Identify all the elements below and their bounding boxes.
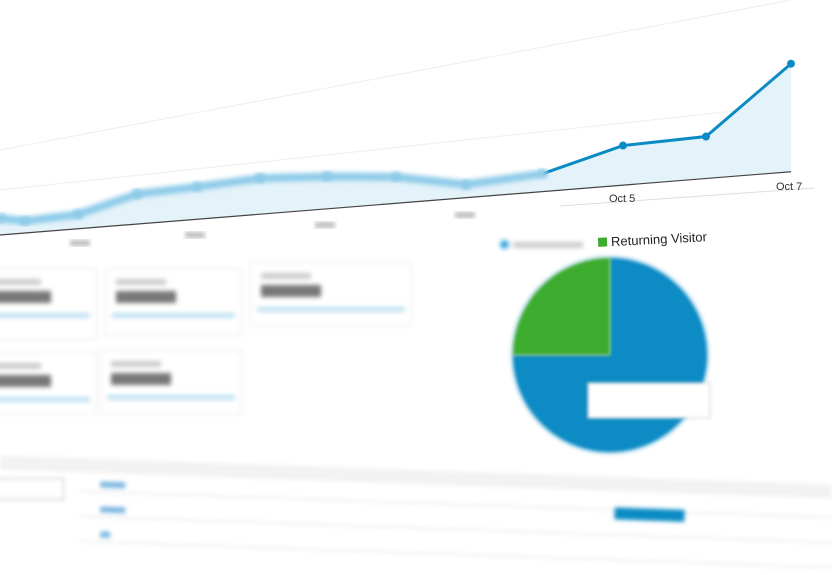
data-point (20, 216, 30, 226)
metric-card (105, 268, 242, 335)
chart-line (542, 62, 792, 175)
data-point (255, 173, 265, 184)
data-point (538, 168, 548, 179)
x-tick-label-blurred (315, 222, 335, 228)
pie-slice (513, 258, 610, 355)
metric-card (0, 352, 97, 414)
data-point (391, 171, 401, 182)
data-point (132, 189, 142, 200)
x-tick-label-blurred (70, 240, 90, 246)
data-point (619, 141, 627, 150)
metric-card (100, 350, 242, 414)
x-axis (0, 171, 792, 236)
data-point (787, 59, 795, 68)
x-tick-label: Oct 5 (609, 193, 635, 205)
metric-card (250, 262, 412, 326)
gridline (0, 104, 792, 191)
x-tick-label-blurred (185, 232, 205, 238)
data-point (192, 181, 202, 192)
x-tick-label: Oct 7 (776, 181, 802, 193)
chart-area (0, 63, 791, 235)
search-box[interactable] (0, 478, 64, 500)
chart-line-blurred (0, 169, 544, 226)
x-tick-label-blurred (455, 212, 475, 218)
metric-card (0, 268, 97, 340)
data-point (322, 171, 332, 182)
axis-underline (559, 187, 816, 207)
data-point (73, 209, 83, 220)
legend-new-visitor (500, 240, 583, 249)
returning-visitor-swatch (597, 237, 608, 247)
data-point (0, 213, 5, 224)
pie-tooltip (587, 382, 711, 419)
gridline (0, 0, 792, 151)
data-point (702, 132, 710, 141)
data-point (461, 179, 471, 190)
